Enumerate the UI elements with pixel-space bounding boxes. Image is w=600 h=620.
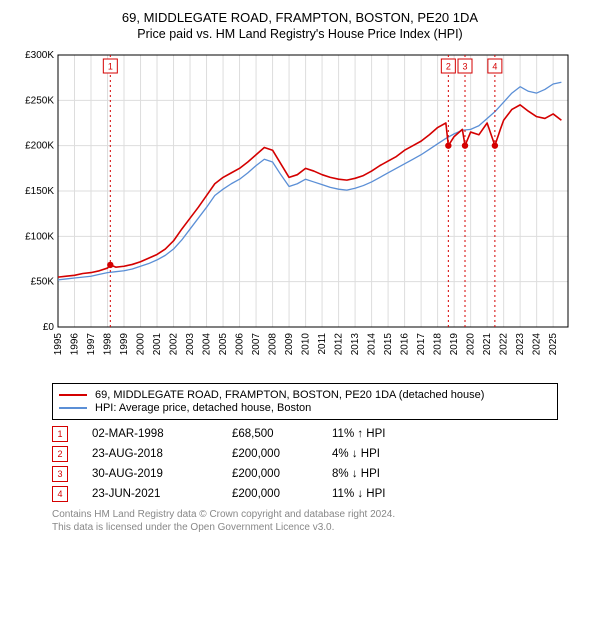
svg-text:2005: 2005 xyxy=(218,333,229,356)
legend-item: HPI: Average price, detached house, Bost… xyxy=(59,402,551,414)
legend-label: HPI: Average price, detached house, Bost… xyxy=(95,402,311,414)
svg-text:£150K: £150K xyxy=(25,186,54,197)
svg-text:2011: 2011 xyxy=(317,333,328,355)
svg-text:£300K: £300K xyxy=(25,50,54,61)
footer-attribution: Contains HM Land Registry data © Crown c… xyxy=(52,508,558,534)
sale-date: 23-AUG-2018 xyxy=(92,448,232,460)
svg-text:2000: 2000 xyxy=(136,333,147,356)
svg-text:2020: 2020 xyxy=(466,333,477,356)
sale-price: £68,500 xyxy=(232,428,332,440)
svg-text:2008: 2008 xyxy=(268,333,279,356)
svg-text:1997: 1997 xyxy=(86,333,97,356)
sale-date: 30-AUG-2019 xyxy=(92,468,232,480)
svg-text:2: 2 xyxy=(446,61,451,71)
svg-text:1995: 1995 xyxy=(53,333,64,356)
line-chart-svg: £0 £50K £100K £150K £200K £250K £300K 1995 1996 1… xyxy=(12,47,572,377)
svg-text:1998: 1998 xyxy=(103,333,114,356)
sale-row: 1 02-MAR-1998£68,50011% ↑ HPI xyxy=(52,426,558,442)
svg-text:£50K: £50K xyxy=(31,277,55,288)
chart-title: 69, MIDDLEGATE ROAD, FRAMPTON, BOSTON, P… xyxy=(12,10,588,25)
svg-text:2021: 2021 xyxy=(482,333,493,356)
svg-text:£200K: £200K xyxy=(25,141,54,152)
svg-text:2009: 2009 xyxy=(284,333,295,356)
svg-text:2023: 2023 xyxy=(515,333,526,356)
sale-price: £200,000 xyxy=(232,448,332,460)
sale-marker-number: 2 xyxy=(52,446,68,462)
legend-swatch xyxy=(59,407,87,409)
sale-hpi-diff: 11% ↑ HPI xyxy=(332,428,412,440)
sale-marker-number: 3 xyxy=(52,466,68,482)
chart-subtitle: Price paid vs. HM Land Registry's House … xyxy=(12,27,588,41)
svg-text:2001: 2001 xyxy=(152,333,163,356)
svg-text:2017: 2017 xyxy=(416,333,427,356)
svg-text:3: 3 xyxy=(463,61,468,71)
svg-text:2022: 2022 xyxy=(499,333,510,356)
sale-row: 3 30-AUG-2019£200,0008% ↓ HPI xyxy=(52,466,558,482)
svg-text:2002: 2002 xyxy=(169,333,180,356)
chart-container: 69, MIDDLEGATE ROAD, FRAMPTON, BOSTON, P… xyxy=(0,0,600,542)
svg-text:2007: 2007 xyxy=(251,333,262,356)
legend: 69, MIDDLEGATE ROAD, FRAMPTON, BOSTON, P… xyxy=(52,383,558,420)
svg-text:2006: 2006 xyxy=(235,333,246,356)
sale-marker-number: 1 xyxy=(52,426,68,442)
svg-text:2014: 2014 xyxy=(367,333,378,356)
sale-price: £200,000 xyxy=(232,488,332,500)
svg-text:£0: £0 xyxy=(43,322,55,333)
sale-marker-number: 4 xyxy=(52,486,68,502)
sale-row: 2 23-AUG-2018£200,0004% ↓ HPI xyxy=(52,446,558,462)
chart-plot: £0 £50K £100K £150K £200K £250K £300K 1995 1996 1… xyxy=(12,47,588,377)
sale-date: 23-JUN-2021 xyxy=(92,488,232,500)
sale-date: 02-MAR-1998 xyxy=(92,428,232,440)
svg-text:2013: 2013 xyxy=(350,333,361,356)
sale-row: 4 23-JUN-2021£200,00011% ↓ HPI xyxy=(52,486,558,502)
svg-text:1: 1 xyxy=(108,61,113,71)
svg-text:2025: 2025 xyxy=(548,333,559,356)
svg-text:2012: 2012 xyxy=(334,333,345,356)
svg-text:1996: 1996 xyxy=(70,333,81,356)
sale-hpi-diff: 11% ↓ HPI xyxy=(332,488,412,500)
svg-text:2018: 2018 xyxy=(433,333,444,356)
svg-text:2015: 2015 xyxy=(383,333,394,356)
sales-table: 1 02-MAR-1998£68,50011% ↑ HPI 2 23-AUG-2018… xyxy=(52,426,558,502)
footer-line-2: This data is licensed under the Open Gov… xyxy=(52,521,558,534)
svg-text:2003: 2003 xyxy=(185,333,196,356)
sale-price: £200,000 xyxy=(232,468,332,480)
sale-hpi-diff: 4% ↓ HPI xyxy=(332,448,412,460)
legend-swatch xyxy=(59,394,87,396)
legend-label: 69, MIDDLEGATE ROAD, FRAMPTON, BOSTON, P… xyxy=(95,389,484,401)
svg-text:4: 4 xyxy=(492,61,497,71)
svg-text:1999: 1999 xyxy=(119,333,130,356)
svg-text:2024: 2024 xyxy=(532,333,543,356)
sale-hpi-diff: 8% ↓ HPI xyxy=(332,468,412,480)
svg-text:£250K: £250K xyxy=(25,95,54,106)
legend-item: 69, MIDDLEGATE ROAD, FRAMPTON, BOSTON, P… xyxy=(59,389,551,401)
svg-text:2016: 2016 xyxy=(400,333,411,356)
footer-line-1: Contains HM Land Registry data © Crown c… xyxy=(52,508,558,521)
svg-text:2004: 2004 xyxy=(202,333,213,356)
svg-text:2019: 2019 xyxy=(449,333,460,356)
svg-text:£100K: £100K xyxy=(25,231,54,242)
svg-text:2010: 2010 xyxy=(301,333,312,356)
